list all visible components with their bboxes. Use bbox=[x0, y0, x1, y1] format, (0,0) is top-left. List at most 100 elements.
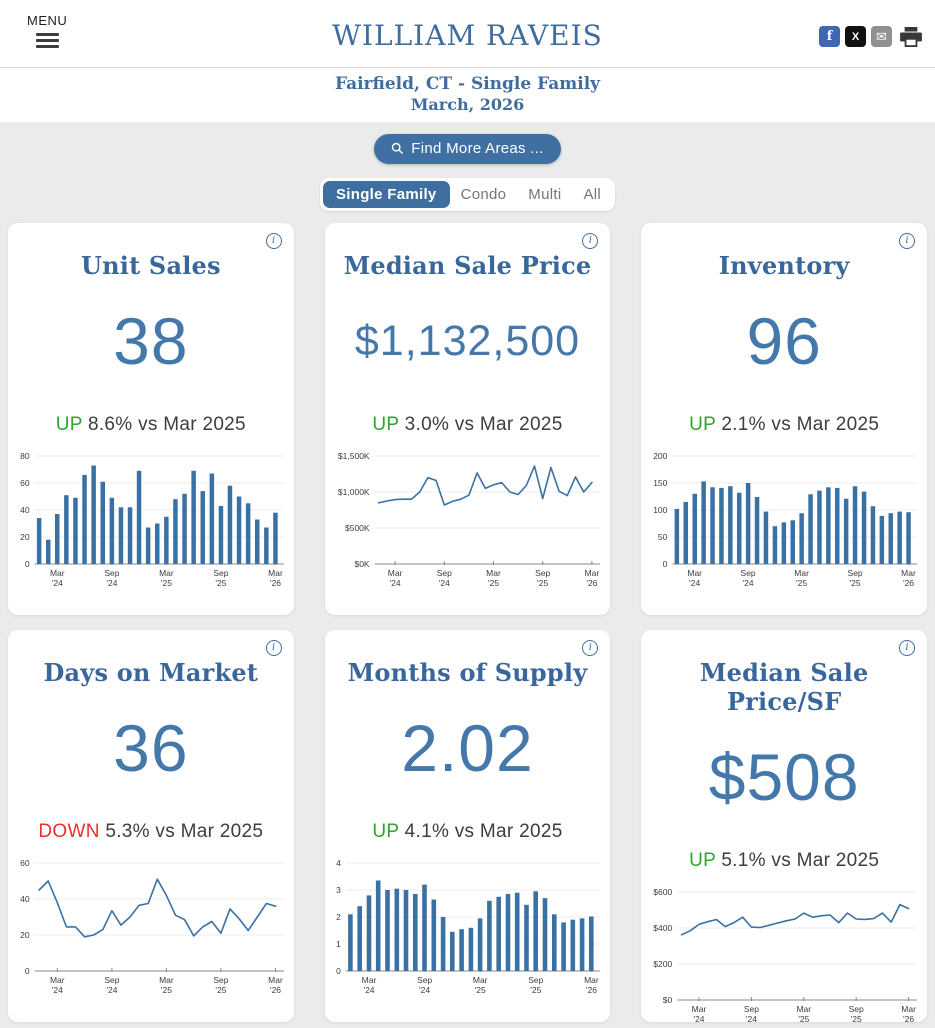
stat-text: 8.6% vs Mar 2025 bbox=[87, 414, 246, 435]
svg-text:Sep: Sep bbox=[536, 568, 551, 578]
logo[interactable]: WILLIAM RAVEIS bbox=[332, 19, 603, 52]
stat-text: 5.3% vs Mar 2025 bbox=[105, 821, 264, 842]
svg-text:20: 20 bbox=[20, 532, 30, 542]
svg-text:'25: '25 bbox=[531, 985, 542, 995]
svg-text:'24: '24 bbox=[743, 578, 754, 588]
svg-text:'24: '24 bbox=[106, 578, 117, 588]
svg-text:Mar: Mar bbox=[901, 568, 916, 578]
svg-text:0: 0 bbox=[25, 559, 30, 569]
card-title: Days on Market bbox=[43, 658, 259, 687]
svg-text:Mar: Mar bbox=[362, 975, 377, 985]
email-icon: ✉ bbox=[876, 28, 887, 44]
info-icon[interactable]: i bbox=[898, 640, 915, 656]
card-value: 36 bbox=[113, 711, 189, 785]
svg-text:150: 150 bbox=[653, 478, 667, 488]
svg-text:'26: '26 bbox=[270, 985, 281, 995]
svg-text:'24: '24 bbox=[106, 985, 117, 995]
card-months-of-supply: i Months of Supply 2.02 UP 4.1% vs Mar 2… bbox=[324, 630, 611, 1022]
svg-text:Sep: Sep bbox=[418, 975, 433, 985]
svg-text:Sep: Sep bbox=[437, 568, 452, 578]
svg-text:2: 2 bbox=[337, 912, 342, 922]
svg-text:Mar: Mar bbox=[585, 975, 600, 985]
svg-text:Mar: Mar bbox=[50, 568, 65, 578]
svg-text:Mar: Mar bbox=[473, 975, 488, 985]
svg-text:'25: '25 bbox=[850, 578, 861, 588]
tab-single-family[interactable]: Single Family bbox=[322, 181, 450, 208]
info-icon[interactable]: i bbox=[898, 233, 915, 249]
card-value: $1,132,500 bbox=[354, 316, 581, 365]
unit-sales-chart: 0 20 40 60 80 Mar '24 Sep '24 Mar '25 Sep '25 Mar '26 bbox=[8, 448, 294, 600]
svg-text:Mar: Mar bbox=[692, 1004, 707, 1014]
svg-text:Mar: Mar bbox=[901, 1004, 916, 1014]
card-value: 2.02 bbox=[401, 711, 534, 785]
menu-label: MENU bbox=[27, 13, 68, 28]
svg-text:0: 0 bbox=[663, 559, 668, 569]
card-inventory: i Inventory 96 UP 2.1% vs Mar 2025 0 50 10… bbox=[641, 223, 927, 615]
info-icon[interactable]: i bbox=[582, 233, 599, 249]
svg-text:'25: '25 bbox=[538, 578, 549, 588]
svg-text:Sep: Sep bbox=[104, 568, 119, 578]
info-icon[interactable]: i bbox=[582, 640, 599, 656]
svg-text:'25: '25 bbox=[851, 1014, 862, 1022]
svg-text:'24: '24 bbox=[420, 985, 431, 995]
svg-text:'26: '26 bbox=[586, 985, 597, 995]
median-sale-price-sf-chart: $0 $200 $400 $600 Mar '24 Sep '24 Mar '25 Sep '25 Ma… bbox=[641, 884, 927, 1022]
svg-text:'25: '25 bbox=[488, 578, 499, 588]
period-title: March, 2026 bbox=[410, 95, 525, 114]
svg-text:Mar: Mar bbox=[487, 568, 502, 578]
svg-text:$600: $600 bbox=[653, 887, 672, 897]
svg-text:'25: '25 bbox=[161, 985, 172, 995]
hamburger-icon bbox=[35, 33, 59, 48]
info-icon[interactable]: i bbox=[265, 640, 282, 656]
stat-text: 2.1% vs Mar 2025 bbox=[721, 414, 880, 435]
svg-text:Mar: Mar bbox=[794, 568, 809, 578]
printer-icon bbox=[900, 26, 922, 47]
x-button[interactable]: X bbox=[845, 26, 866, 47]
svg-text:'24: '24 bbox=[52, 578, 63, 588]
svg-text:50: 50 bbox=[658, 532, 668, 542]
card-stat: UP 5.1% vs Mar 2025 bbox=[641, 850, 927, 872]
search-icon bbox=[392, 142, 404, 155]
months-of-supply-chart: 0 1 2 3 4 Mar '24 Sep '24 Mar '25 Sep '25 Mar '26 bbox=[325, 855, 611, 1007]
svg-text:Mar: Mar bbox=[50, 975, 65, 985]
card-value: 96 bbox=[746, 304, 822, 378]
svg-text:$400: $400 bbox=[653, 923, 672, 933]
card-title: Inventory bbox=[718, 251, 850, 280]
email-button[interactable]: ✉ bbox=[871, 26, 892, 47]
tab-condo[interactable]: Condo bbox=[460, 186, 507, 203]
tab-multi[interactable]: Multi bbox=[528, 186, 562, 203]
svg-text:$0: $0 bbox=[663, 995, 673, 1005]
menu-button[interactable]: MENU bbox=[27, 13, 67, 48]
tab-all[interactable]: All bbox=[583, 186, 602, 203]
facebook-icon: f bbox=[826, 29, 833, 44]
facebook-button[interactable]: f bbox=[819, 26, 840, 47]
svg-text:'24: '24 bbox=[694, 1014, 705, 1022]
svg-text:Sep: Sep bbox=[213, 568, 228, 578]
info-icon[interactable]: i bbox=[265, 233, 282, 249]
svg-text:80: 80 bbox=[20, 451, 30, 461]
svg-text:20: 20 bbox=[20, 930, 30, 940]
card-title: Unit Sales bbox=[80, 251, 221, 280]
svg-text:40: 40 bbox=[20, 505, 30, 515]
svg-text:'26: '26 bbox=[903, 1014, 914, 1022]
svg-text:'26: '26 bbox=[270, 578, 281, 588]
card-value: 38 bbox=[113, 304, 189, 378]
stat-direction: UP bbox=[372, 414, 400, 435]
svg-text:$1,500K: $1,500K bbox=[338, 451, 370, 461]
svg-text:Mar: Mar bbox=[797, 1004, 812, 1014]
card-stat: UP 2.1% vs Mar 2025 bbox=[641, 414, 927, 436]
print-button[interactable] bbox=[900, 26, 922, 47]
card-title: Median Sale Price/SF bbox=[699, 658, 869, 716]
card-title: Months of Supply bbox=[347, 658, 588, 687]
find-more-areas-label: Find More Areas ... bbox=[411, 140, 544, 157]
svg-text:0: 0 bbox=[25, 966, 30, 976]
stat-direction: DOWN bbox=[38, 821, 100, 842]
x-icon: X bbox=[851, 30, 860, 43]
svg-text:Mar: Mar bbox=[268, 568, 283, 578]
svg-text:60: 60 bbox=[20, 478, 30, 488]
find-more-areas-button[interactable]: Find More Areas ... bbox=[374, 134, 561, 164]
card-stat: DOWN 5.3% vs Mar 2025 bbox=[8, 821, 294, 843]
stat-text: 5.1% vs Mar 2025 bbox=[721, 850, 880, 871]
svg-text:$1,000K: $1,000K bbox=[338, 487, 370, 497]
card-title: Median Sale Price bbox=[343, 251, 592, 280]
